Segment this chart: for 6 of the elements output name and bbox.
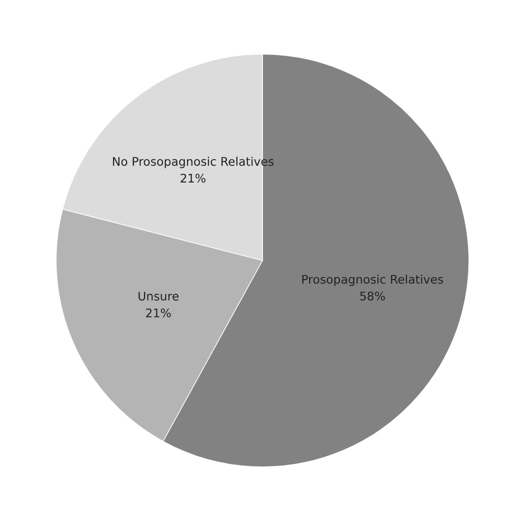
slice-label: Prosopagnosic Relatives: [302, 274, 444, 286]
slice-label: No Prosopagnosic Relatives: [112, 156, 274, 168]
data-label: 21%: [180, 174, 206, 183]
slice-label: Unsure: [138, 292, 179, 301]
data-label: 58%: [360, 292, 385, 301]
data-label: 21%: [146, 308, 171, 318]
